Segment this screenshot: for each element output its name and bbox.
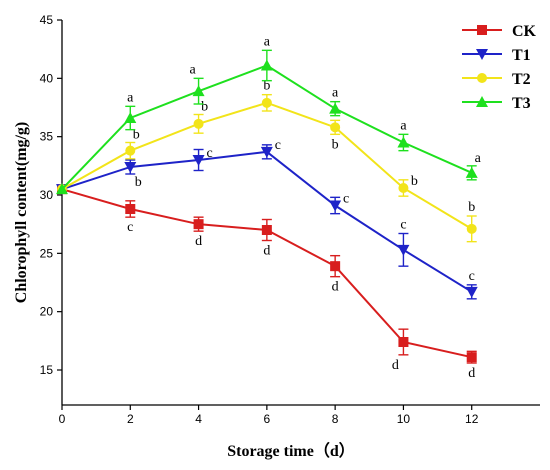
legend-marker bbox=[477, 25, 487, 35]
y-tick-label: 30 bbox=[40, 188, 54, 202]
x-tick-label: 10 bbox=[397, 412, 411, 426]
x-tick-label: 8 bbox=[332, 412, 339, 426]
significance-label: b bbox=[332, 137, 339, 152]
data-point bbox=[398, 183, 409, 193]
y-tick-label: 35 bbox=[40, 130, 54, 144]
y-axis-title: Chlorophyll content(mg/g) bbox=[13, 122, 30, 303]
significance-label: d bbox=[468, 366, 475, 381]
significance-label: b bbox=[411, 174, 418, 189]
y-tick-label: 45 bbox=[40, 13, 54, 27]
significance-label: b bbox=[201, 100, 208, 115]
significance-label: a bbox=[127, 90, 134, 105]
legend-label: T1 bbox=[512, 47, 531, 64]
data-point bbox=[330, 122, 341, 133]
series-t1: b c c c c c bbox=[56, 138, 478, 300]
x-tick-label: 12 bbox=[465, 412, 479, 426]
legend-marker bbox=[477, 73, 487, 83]
x-tick-label: 6 bbox=[264, 412, 271, 426]
legend-item-t3: T3 bbox=[462, 95, 531, 112]
data-point bbox=[465, 166, 478, 178]
significance-label: d bbox=[392, 358, 399, 373]
significance-label: c bbox=[127, 220, 133, 235]
significance-label: b bbox=[133, 128, 140, 143]
legend-label: CK bbox=[512, 23, 537, 40]
x-tick-label: 2 bbox=[127, 412, 134, 426]
significance-label: d bbox=[332, 280, 339, 295]
data-point bbox=[465, 286, 478, 298]
data-point bbox=[260, 59, 273, 71]
data-point bbox=[260, 146, 273, 158]
y-tick-label: 20 bbox=[40, 305, 54, 319]
legend-item-ck: CK bbox=[462, 23, 537, 40]
data-point bbox=[193, 118, 204, 129]
legend-item-t2: T2 bbox=[462, 71, 531, 88]
significance-label: d bbox=[263, 244, 270, 259]
series-ck: c d d d d d bbox=[57, 184, 477, 381]
significance-label: b bbox=[468, 200, 475, 215]
y-tick-label: 15 bbox=[40, 363, 54, 377]
significance-label: c bbox=[343, 192, 349, 207]
significance-label: a bbox=[475, 151, 482, 166]
significance-label: d bbox=[195, 234, 202, 249]
x-tick-label: 0 bbox=[59, 412, 66, 426]
data-point bbox=[193, 219, 204, 230]
legend-label: T2 bbox=[512, 71, 531, 88]
legend-label: T3 bbox=[512, 95, 531, 112]
significance-label: a bbox=[400, 118, 407, 133]
data-point bbox=[397, 244, 410, 256]
data-point bbox=[125, 204, 136, 214]
data-point bbox=[398, 337, 409, 347]
significance-label: c bbox=[206, 146, 212, 161]
data-point bbox=[125, 145, 136, 156]
data-point bbox=[397, 136, 410, 148]
y-tick-label: 25 bbox=[40, 246, 54, 260]
data-point bbox=[192, 85, 205, 97]
legend: CK T1 T2 T3 bbox=[462, 23, 537, 112]
data-point bbox=[329, 102, 342, 114]
data-point bbox=[329, 200, 342, 212]
data-point bbox=[124, 162, 137, 173]
series-t3: a a a a a a bbox=[56, 34, 482, 195]
series-line bbox=[61, 188, 472, 359]
data-point bbox=[261, 225, 272, 235]
significance-label: c bbox=[400, 218, 406, 233]
significance-label: a bbox=[264, 34, 271, 49]
series-t2: b b b b b b bbox=[57, 79, 477, 243]
data-point bbox=[56, 183, 68, 195]
x-tick-label: 4 bbox=[195, 412, 202, 426]
significance-label: a bbox=[332, 86, 339, 101]
legend-marker bbox=[476, 49, 488, 60]
significance-label: a bbox=[189, 62, 196, 77]
x-axis-title: Storage time（d） bbox=[227, 442, 355, 460]
data-point bbox=[192, 155, 205, 166]
y-tick-label: 40 bbox=[40, 71, 54, 85]
data-point bbox=[466, 223, 477, 234]
legend-marker bbox=[476, 96, 488, 107]
significance-label: c bbox=[469, 269, 475, 284]
significance-label: b bbox=[263, 79, 270, 94]
significance-label: c bbox=[275, 138, 281, 153]
data-point bbox=[330, 261, 341, 272]
data-point bbox=[261, 97, 272, 108]
series-group: c d d d d d b c c c c c b b b b b b a a a a a a bbox=[56, 34, 482, 381]
series-line bbox=[61, 101, 473, 230]
significance-label: b bbox=[135, 175, 142, 190]
axes: 0 2 4 6 8 10 12 15 20 25 30 35 40 45 bbox=[40, 13, 540, 426]
data-point bbox=[466, 352, 477, 363]
legend-item-t1: T1 bbox=[462, 47, 531, 64]
data-point bbox=[124, 112, 137, 123]
